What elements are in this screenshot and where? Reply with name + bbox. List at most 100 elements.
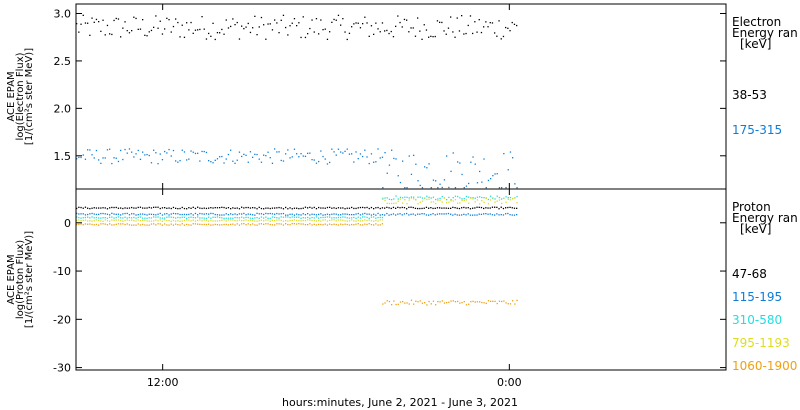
data-point bbox=[342, 152, 344, 154]
data-point bbox=[274, 224, 276, 226]
data-point bbox=[313, 223, 315, 225]
data-point bbox=[208, 160, 210, 162]
data-point bbox=[507, 169, 509, 171]
data-point bbox=[93, 220, 95, 222]
data-point bbox=[402, 301, 404, 303]
data-point bbox=[159, 219, 161, 221]
data-point bbox=[150, 223, 153, 225]
data-point bbox=[144, 154, 146, 156]
data-point bbox=[355, 217, 357, 219]
data-point bbox=[148, 31, 150, 33]
data-point bbox=[236, 220, 238, 222]
data-point bbox=[80, 23, 82, 25]
data-point bbox=[408, 303, 410, 305]
data-point bbox=[333, 151, 335, 153]
data-point bbox=[512, 198, 514, 200]
data-point bbox=[511, 214, 513, 216]
data-point bbox=[496, 302, 498, 305]
data-point bbox=[362, 216, 364, 218]
data-point bbox=[454, 36, 456, 38]
data-point bbox=[513, 207, 516, 209]
data-point bbox=[181, 213, 183, 216]
data-point bbox=[461, 199, 463, 201]
data-point bbox=[225, 223, 227, 226]
data-point bbox=[335, 217, 337, 219]
data-point bbox=[183, 224, 186, 226]
data-point bbox=[126, 217, 128, 219]
data-point bbox=[135, 224, 137, 226]
data-point bbox=[139, 213, 142, 215]
data-point bbox=[432, 300, 435, 302]
data-point bbox=[320, 223, 322, 226]
data-point bbox=[472, 32, 474, 35]
data-point bbox=[115, 206, 117, 209]
data-point bbox=[298, 156, 300, 158]
data-point bbox=[168, 224, 170, 226]
data-point bbox=[153, 216, 155, 218]
data-point bbox=[254, 207, 256, 209]
data-point bbox=[205, 223, 208, 226]
data-point bbox=[322, 219, 324, 221]
data-point bbox=[461, 173, 463, 176]
data-point bbox=[208, 223, 210, 225]
data-point bbox=[467, 213, 469, 215]
data-point bbox=[311, 159, 313, 161]
data-point bbox=[421, 207, 423, 210]
data-point bbox=[472, 198, 474, 200]
data-point bbox=[232, 213, 234, 216]
data-point bbox=[377, 220, 379, 222]
data-point bbox=[155, 214, 157, 216]
data-point bbox=[302, 213, 304, 215]
data-point bbox=[258, 206, 260, 208]
data-point bbox=[413, 154, 415, 156]
data-point bbox=[425, 206, 428, 208]
data-point bbox=[183, 207, 186, 210]
data-point bbox=[78, 206, 80, 208]
data-point bbox=[252, 214, 254, 216]
data-point bbox=[485, 302, 487, 304]
data-point bbox=[483, 201, 485, 203]
data-point bbox=[355, 151, 357, 153]
data-point bbox=[192, 32, 194, 34]
data-point bbox=[93, 157, 95, 159]
legend-title-line: Energy ran bbox=[732, 26, 798, 40]
data-point bbox=[404, 196, 406, 198]
data-point bbox=[254, 217, 256, 219]
data-point bbox=[454, 195, 457, 197]
data-point bbox=[516, 195, 518, 198]
data-point bbox=[331, 224, 333, 226]
data-point bbox=[351, 26, 353, 28]
data-point bbox=[329, 161, 331, 164]
data-point bbox=[269, 212, 271, 215]
data-point bbox=[353, 207, 355, 210]
data-point bbox=[98, 219, 100, 222]
data-point bbox=[170, 223, 172, 225]
data-point bbox=[131, 217, 133, 219]
data-point bbox=[296, 153, 298, 155]
data-point bbox=[346, 213, 348, 215]
data-point bbox=[203, 219, 205, 221]
data-point bbox=[247, 206, 249, 209]
data-point bbox=[252, 207, 254, 209]
data-point bbox=[190, 21, 192, 24]
data-point bbox=[276, 217, 278, 219]
data-point bbox=[278, 223, 280, 225]
data-point bbox=[100, 217, 102, 219]
data-point bbox=[443, 213, 445, 215]
panel-frame-proton bbox=[75, 188, 727, 371]
data-point bbox=[507, 212, 509, 215]
data-point bbox=[144, 34, 146, 36]
data-point bbox=[256, 34, 258, 36]
data-point bbox=[452, 300, 454, 302]
data-point bbox=[179, 213, 181, 216]
data-point bbox=[450, 207, 452, 209]
data-point bbox=[219, 207, 221, 209]
data-point bbox=[192, 219, 194, 221]
data-point bbox=[179, 36, 181, 38]
data-point bbox=[375, 223, 377, 225]
data-point bbox=[384, 207, 386, 209]
data-point bbox=[221, 214, 223, 216]
data-point bbox=[410, 206, 412, 208]
data-point bbox=[393, 202, 395, 204]
